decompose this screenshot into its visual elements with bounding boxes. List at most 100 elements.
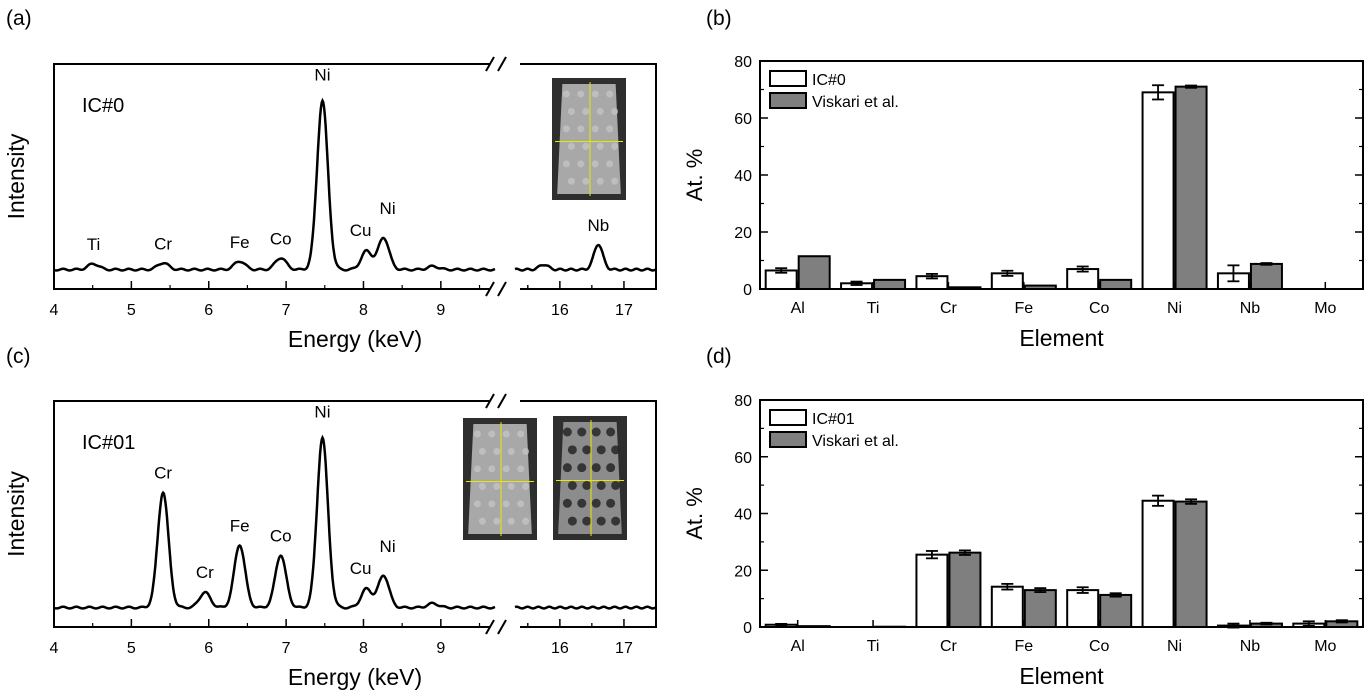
x-tick-label: 8 (359, 302, 368, 319)
peak-label: Fe (230, 516, 250, 535)
inset-pore (522, 482, 530, 490)
bar-sample (1141, 499, 1175, 629)
inset-pore (577, 498, 587, 508)
inset-pore (562, 160, 570, 168)
x-tick-label: 17 (615, 640, 633, 657)
bar-reference (873, 278, 907, 291)
bar-sample (1141, 91, 1175, 290)
x-tick-label: Fe (1014, 300, 1033, 317)
sample-label: IC#01 (82, 432, 135, 454)
inset-pore (582, 107, 590, 115)
axis-break-mark (485, 281, 495, 297)
x-tick-label: Ni (1167, 300, 1182, 317)
inset-pore (582, 445, 592, 455)
inset-pore (606, 90, 614, 98)
spectrum-line (53, 97, 496, 272)
inset-pore (522, 447, 530, 455)
bar-reference (948, 551, 982, 628)
axis-break-mark (485, 619, 495, 635)
inset-pore (488, 430, 496, 438)
inset-pore (517, 430, 525, 438)
y-tick-label: 60 (734, 450, 752, 467)
y-tick-label: 0 (743, 620, 752, 637)
inset-pore (596, 516, 606, 526)
x-tick-label: Ni (1167, 638, 1182, 655)
y-axis-title: At. % (682, 487, 707, 540)
inset-image (463, 418, 537, 540)
plot-frame (53, 63, 657, 290)
inset-pore (517, 500, 525, 508)
y-tick-label: 40 (734, 168, 752, 185)
x-tick-label: Cr (940, 300, 958, 317)
inset-image (552, 78, 626, 200)
y-tick-label: 20 (734, 225, 752, 242)
y-axis-title: Intensity (3, 471, 29, 557)
inset-pore (517, 465, 525, 473)
peak-label: Cu (350, 221, 372, 240)
inset-pore (577, 90, 585, 98)
inset-pore (577, 160, 585, 168)
inset-pore (606, 160, 614, 168)
inset-pore (596, 142, 604, 150)
x-tick-label: Co (1089, 300, 1110, 317)
axis-break-mark (485, 56, 495, 72)
inset-pore (577, 427, 587, 437)
peak-label: Ni (380, 199, 396, 218)
inset-pore (562, 498, 572, 508)
inset-pore (606, 427, 616, 437)
inset-pore (596, 107, 604, 115)
y-tick-label: 40 (734, 507, 752, 524)
axis-break-mark (485, 393, 495, 409)
legend-swatch (769, 431, 807, 448)
peak-label: Cr (154, 464, 172, 483)
inset-pore (596, 177, 604, 185)
inset-pore (502, 500, 510, 508)
inset-pore (591, 125, 599, 133)
bar-sample (915, 553, 949, 628)
x-tick-label: 7 (282, 640, 291, 657)
x-tick-label: Fe (1014, 638, 1033, 655)
peak-label: Ni (314, 403, 330, 422)
x-axis-title: Element (1019, 325, 1104, 351)
inset-pore (596, 480, 606, 490)
legend-label: IC#0 (812, 72, 846, 89)
inset-pore (567, 516, 577, 526)
panel-label: (d) (706, 345, 732, 368)
peak-label: Cr (154, 235, 172, 254)
inset-pore (567, 142, 575, 150)
legend-label: Viskari et al. (812, 94, 899, 111)
panel-label: (c) (6, 345, 31, 368)
axis-break-mark (497, 393, 507, 409)
inset-pore (473, 430, 481, 438)
peak-label: Nb (587, 216, 609, 235)
inset-image-porous (553, 416, 627, 540)
x-tick-label: Al (791, 300, 805, 317)
inset-pore (493, 517, 501, 525)
inset-pore (507, 517, 515, 525)
peak-label: Co (270, 230, 292, 249)
inset-pore (567, 177, 575, 185)
inset-pore (611, 142, 619, 150)
peak-label: Cu (350, 559, 372, 578)
axis-break-mark (497, 281, 507, 297)
bar-reference (1099, 593, 1133, 629)
bar-sample (990, 585, 1024, 629)
bar-reference (797, 625, 831, 628)
legend-swatch (769, 70, 807, 87)
x-tick-label: 9 (436, 302, 445, 319)
y-tick-label: 60 (734, 111, 752, 128)
x-tick-label: Nb (1240, 300, 1261, 317)
inset-sample (468, 424, 532, 534)
plot-frame (53, 400, 657, 628)
inset-pore (567, 107, 575, 115)
inset-pore (591, 463, 601, 473)
legend-label: IC#01 (812, 411, 855, 428)
inset-pore (488, 465, 496, 473)
inset-pore (577, 125, 585, 133)
bar-sample (1066, 589, 1100, 628)
x-tick-label: 5 (127, 640, 136, 657)
inset-pore (473, 500, 481, 508)
bar-reference (797, 255, 831, 291)
inset-sample (558, 422, 622, 534)
